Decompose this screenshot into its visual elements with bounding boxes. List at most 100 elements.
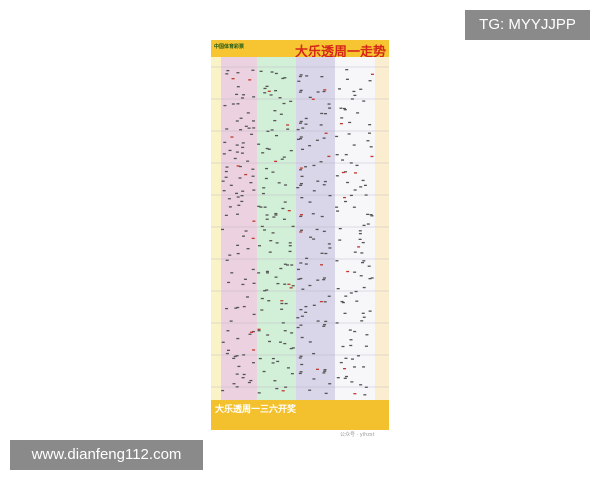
number-mark bbox=[265, 272, 269, 274]
number-mark bbox=[353, 172, 357, 174]
number-mark bbox=[244, 125, 248, 127]
number-mark bbox=[341, 345, 345, 348]
number-mark bbox=[248, 79, 252, 81]
wechat-label: 公众号 · yihzst bbox=[340, 432, 375, 438]
number-mark bbox=[322, 277, 326, 279]
stats-column bbox=[375, 57, 389, 400]
number-mark bbox=[251, 69, 255, 71]
number-mark bbox=[286, 124, 290, 126]
number-mark bbox=[358, 232, 362, 235]
number-mark bbox=[240, 152, 244, 154]
number-mark bbox=[265, 218, 269, 220]
number-mark bbox=[233, 355, 237, 358]
number-mark bbox=[251, 362, 255, 364]
number-mark bbox=[322, 279, 326, 281]
number-mark bbox=[283, 77, 287, 79]
number-mark bbox=[345, 375, 349, 378]
number-mark bbox=[274, 72, 278, 75]
number-mark bbox=[236, 165, 240, 167]
number-mark bbox=[257, 392, 261, 394]
number-mark bbox=[339, 361, 343, 364]
number-mark bbox=[323, 369, 327, 371]
number-mark bbox=[298, 372, 302, 375]
number-mark bbox=[358, 238, 362, 240]
number-mark bbox=[231, 78, 235, 80]
number-mark bbox=[370, 215, 374, 217]
number-mark bbox=[233, 157, 237, 160]
number-mark bbox=[299, 167, 303, 169]
number-mark bbox=[252, 349, 256, 351]
number-mark bbox=[257, 330, 261, 332]
number-mark bbox=[366, 223, 370, 225]
number-mark bbox=[335, 135, 339, 138]
number-mark bbox=[361, 261, 365, 264]
number-mark bbox=[283, 283, 287, 285]
number-mark bbox=[299, 231, 303, 233]
number-mark bbox=[353, 271, 357, 273]
poster-title: 大乐透周一走势 bbox=[294, 45, 386, 60]
number-mark bbox=[275, 387, 279, 390]
number-mark bbox=[234, 307, 238, 309]
number-mark bbox=[343, 196, 347, 199]
number-mark bbox=[298, 91, 302, 93]
number-mark bbox=[368, 80, 372, 82]
number-mark bbox=[238, 177, 242, 179]
number-mark bbox=[299, 120, 303, 123]
number-mark bbox=[260, 297, 264, 300]
number-mark bbox=[287, 283, 291, 285]
number-mark bbox=[352, 366, 356, 368]
number-mark bbox=[275, 242, 279, 244]
number-mark bbox=[237, 365, 241, 368]
number-mark bbox=[308, 341, 312, 343]
number-mark bbox=[344, 153, 348, 156]
number-mark bbox=[367, 132, 371, 134]
number-mark bbox=[267, 148, 271, 150]
number-mark bbox=[323, 89, 327, 91]
number-mark bbox=[246, 112, 250, 114]
number-mark bbox=[363, 184, 367, 187]
number-mark bbox=[241, 142, 245, 144]
number-mark bbox=[345, 78, 349, 80]
number-mark bbox=[257, 205, 261, 208]
number-mark bbox=[319, 161, 323, 163]
number-mark bbox=[368, 310, 372, 312]
number-mark bbox=[274, 214, 278, 216]
number-mark bbox=[368, 124, 372, 126]
number-mark bbox=[363, 394, 367, 396]
number-mark bbox=[349, 162, 353, 164]
number-mark bbox=[336, 287, 340, 290]
number-mark bbox=[267, 300, 271, 302]
number-mark bbox=[242, 235, 246, 237]
number-mark bbox=[225, 352, 229, 355]
number-mark bbox=[250, 331, 254, 333]
number-mark bbox=[349, 344, 353, 347]
number-mark bbox=[230, 136, 234, 138]
number-mark bbox=[282, 102, 286, 105]
number-mark bbox=[300, 336, 304, 339]
website-watermark: www.dianfeng112.com bbox=[10, 440, 203, 470]
number-mark bbox=[346, 181, 350, 184]
number-mark bbox=[322, 137, 326, 139]
number-mark bbox=[305, 75, 309, 77]
number-mark bbox=[327, 103, 331, 105]
number-mark bbox=[322, 372, 326, 374]
number-mark bbox=[299, 184, 303, 186]
number-mark bbox=[299, 214, 303, 216]
number-mark bbox=[259, 206, 263, 208]
number-mark bbox=[236, 244, 240, 246]
number-mark bbox=[248, 333, 252, 335]
number-mark bbox=[281, 207, 285, 210]
number-mark bbox=[350, 381, 354, 383]
number-mark bbox=[309, 236, 313, 238]
number-mark bbox=[225, 166, 229, 168]
number-mark bbox=[352, 206, 356, 208]
number-mark bbox=[265, 289, 269, 291]
number-mark bbox=[284, 386, 288, 388]
number-mark bbox=[236, 337, 240, 340]
number-mark bbox=[287, 210, 291, 212]
number-mark bbox=[229, 320, 233, 322]
number-mark bbox=[350, 358, 354, 360]
number-mark bbox=[368, 278, 372, 280]
number-mark bbox=[316, 91, 320, 93]
number-mark bbox=[241, 146, 245, 149]
